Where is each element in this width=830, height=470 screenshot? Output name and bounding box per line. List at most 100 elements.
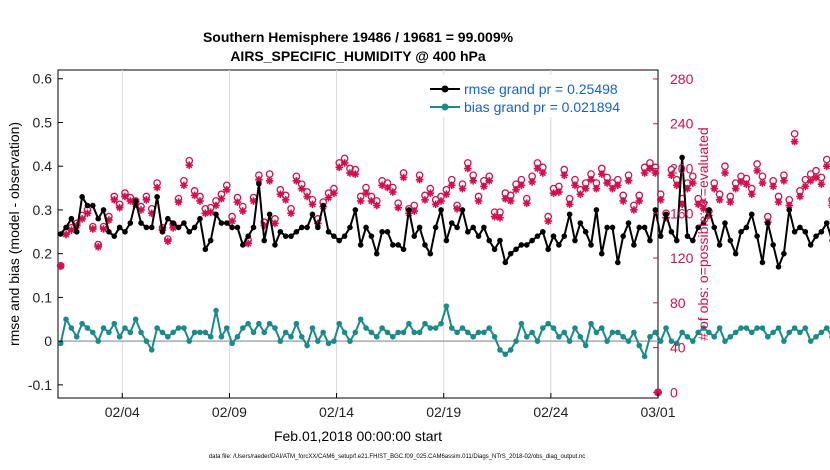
obs-evaluated-point (769, 182, 777, 191)
x-tick-label: 02/24 (533, 404, 568, 420)
asterisk-stroke (89, 225, 97, 233)
bias-point (813, 333, 819, 340)
obs-possible-point (801, 175, 810, 184)
rmse-point (127, 220, 134, 226)
rmse-point (732, 250, 739, 257)
obs-evaluated-point (324, 193, 333, 202)
rmse-point (657, 233, 664, 239)
bias-point (272, 325, 278, 331)
rmse-point (68, 215, 75, 222)
bias-point (690, 338, 696, 344)
bias-point (641, 353, 648, 360)
rmse-point (63, 224, 69, 231)
obs-evaluated-point (774, 198, 783, 206)
rmse-point (175, 224, 182, 231)
rmse-point (282, 233, 289, 239)
obs-evaluated-point (233, 198, 242, 206)
rmse-point (615, 259, 621, 266)
asterisk-stroke (502, 195, 509, 202)
bias-point (57, 340, 64, 347)
rmse-point (743, 224, 750, 231)
bias-point (609, 329, 616, 336)
rmse-point (347, 224, 353, 231)
bias-point (315, 338, 321, 344)
bias-point (818, 329, 825, 336)
asterisk-stroke (346, 169, 354, 177)
rmse-point (722, 220, 728, 226)
bias-point (679, 329, 685, 336)
bias-point (79, 320, 85, 327)
obs-evaluated-point (710, 184, 719, 193)
bias-point (631, 329, 637, 336)
y-axis-right-label: # of obs: o=possible; ∗=evaluated (695, 127, 711, 340)
bias-point (765, 333, 771, 340)
asterisk-stroke (191, 192, 198, 199)
legend: rmse grand pr = 0.25498 bias grand pr = … (425, 75, 653, 117)
bias-point (775, 325, 782, 331)
obs-evaluated-point (164, 237, 172, 246)
y-left-tick-label: 0.6 (33, 71, 53, 87)
rmse-point (711, 224, 718, 231)
rmse-point (443, 237, 450, 244)
asterisk-stroke (330, 189, 338, 197)
bias-point (202, 329, 209, 336)
obs-evaluated-point (490, 212, 499, 221)
obs-evaluated-point (421, 196, 429, 204)
asterisk-stroke (743, 180, 750, 188)
obs-evaluated-point (308, 200, 317, 209)
rmse-point (229, 224, 235, 231)
rmse-point (502, 259, 509, 266)
asterisk-stroke (652, 169, 659, 177)
asterisk-stroke (716, 196, 723, 204)
bias-point (395, 329, 401, 336)
bias-point (807, 338, 814, 344)
rmse-point (309, 211, 316, 218)
asterisk-stroke (443, 191, 450, 198)
bias-point (138, 329, 144, 336)
bias-point (165, 333, 171, 340)
asterisk-stroke (400, 174, 407, 181)
bias-point (352, 329, 359, 336)
obs-evaluated-point (281, 196, 290, 204)
bias-point (422, 320, 428, 327)
asterisk-stroke (657, 196, 664, 204)
asterisk-stroke (212, 202, 220, 209)
asterisk-stroke (469, 177, 477, 185)
rmse-point (245, 233, 251, 239)
rmse-point (673, 237, 680, 244)
asterisk-stroke (448, 182, 455, 189)
rmse-point (706, 207, 712, 213)
obs-evaluated-point (110, 196, 119, 204)
y-right-tick-label: 240 (670, 116, 694, 132)
obs-possible-point (721, 162, 729, 171)
asterisk-stroke (293, 177, 300, 185)
rmse-point (250, 224, 257, 231)
rmse-point (427, 250, 434, 257)
obs-evaluated-point (239, 207, 247, 215)
asterisk-stroke (373, 202, 380, 209)
asterisk-stroke (593, 185, 600, 192)
asterisk-stroke (432, 201, 439, 208)
rmse-point (620, 233, 626, 239)
bias-point (759, 325, 766, 331)
obs-evaluated-point (335, 163, 344, 172)
obs-evaluated-point (619, 197, 627, 205)
obs-evaluated-point (201, 209, 210, 218)
bias-point (143, 338, 150, 344)
asterisk-stroke (796, 193, 804, 200)
asterisk-stroke (169, 224, 177, 232)
bias-point (620, 333, 626, 340)
rmse-point (116, 224, 123, 231)
rmse-point (438, 207, 444, 213)
obs-evaluated-point (817, 180, 826, 188)
asterisk-stroke (57, 262, 64, 270)
bias-point (615, 329, 621, 336)
obs-evaluated-point (485, 177, 494, 185)
asterisk-stroke (818, 180, 825, 188)
asterisk-stroke (689, 179, 697, 187)
rmse-point (641, 224, 648, 231)
obs-evaluated-point (614, 181, 622, 190)
obs-evaluated-point (362, 189, 370, 197)
bias-point (459, 325, 466, 331)
rmse-point (454, 224, 460, 231)
